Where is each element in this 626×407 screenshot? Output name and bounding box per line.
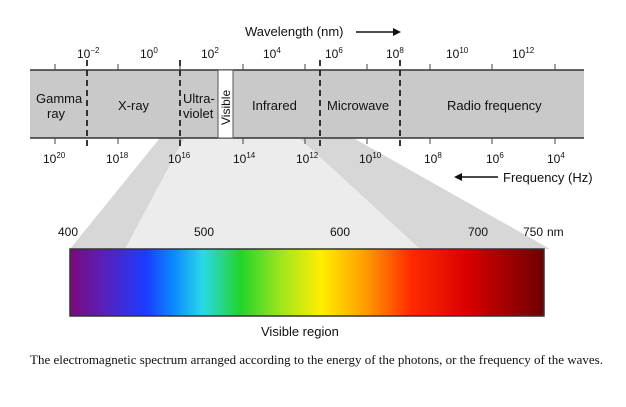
wl-tick-3: 104 (263, 46, 281, 61)
wl-tick-1: 100 (140, 46, 158, 61)
region-uv-line2: violet (183, 106, 214, 121)
fq-tick-2: 1016 (168, 151, 191, 166)
visible-tick-700: 700 (468, 225, 488, 239)
wl-tick-2: 102 (201, 46, 219, 61)
visible-tick-400: 400 (58, 225, 78, 239)
wavelength-axis-label: Wavelength (nm) (245, 24, 344, 39)
visible-tick-750: 750 (523, 225, 543, 239)
wl-tick-5: 108 (386, 46, 404, 61)
frequency-axis-label: Frequency (Hz) (503, 170, 593, 185)
visible-region-label: Visible region (261, 324, 339, 339)
visible-band-slice (217, 69, 234, 139)
region-infrared: Infrared (252, 98, 297, 113)
visible-tick-600: 600 (330, 225, 350, 239)
spectrum-band (30, 70, 584, 138)
wl-tick-0: 10−2 (77, 46, 100, 61)
frequency-tick-labels: 1020 1018 1016 1014 1012 1010 108 106 10… (43, 151, 565, 166)
wl-tick-4: 106 (325, 46, 343, 61)
visible-spectrum (69, 248, 545, 317)
visible-unit: nm (547, 225, 564, 239)
fq-tick-5: 1010 (359, 151, 382, 166)
region-visible: Visible (219, 90, 233, 125)
region-xray: X-ray (118, 98, 150, 113)
fq-tick-7: 106 (486, 151, 504, 166)
wl-tick-6: 1010 (446, 46, 469, 61)
fq-tick-6: 108 (424, 151, 442, 166)
wl-tick-7: 1012 (512, 46, 535, 61)
fq-tick-1: 1018 (106, 151, 129, 166)
region-boundaries (86, 60, 401, 148)
fq-tick-0: 1020 (43, 151, 66, 166)
region-microwave: Microwave (327, 98, 389, 113)
fq-tick-3: 1014 (233, 151, 256, 166)
region-gamma-line2: ray (47, 106, 66, 121)
visible-tick-500: 500 (194, 225, 214, 239)
region-gamma-line1: Gamma (36, 91, 83, 106)
region-radio: Radio frequency (447, 98, 542, 113)
wavelength-arrow-icon (356, 28, 401, 36)
figure-caption: The electromagnetic spectrum arranged ac… (30, 352, 603, 367)
frequency-arrow-icon (454, 173, 498, 181)
fq-tick-4: 1012 (296, 151, 319, 166)
fq-tick-8: 104 (547, 151, 565, 166)
wavelength-tick-labels: 10−2 100 102 104 106 108 1010 1012 (77, 46, 535, 61)
region-uv-line1: Ultra- (183, 91, 215, 106)
